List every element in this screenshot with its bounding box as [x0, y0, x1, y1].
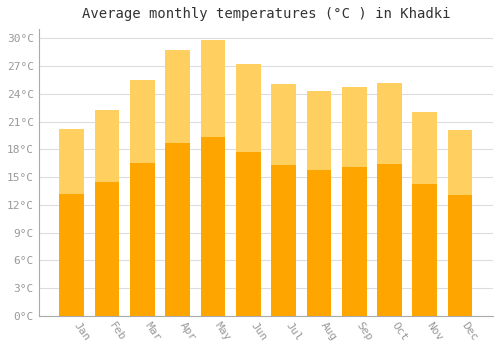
Bar [236, 64, 260, 152]
Bar [200, 40, 226, 316]
Bar [130, 80, 155, 316]
Bar [271, 84, 296, 165]
Bar [271, 84, 296, 316]
Bar [200, 40, 226, 136]
Title: Average monthly temperatures (°C ) in Khadki: Average monthly temperatures (°C ) in Kh… [82, 7, 450, 21]
Bar [236, 64, 260, 316]
Bar [166, 50, 190, 143]
Bar [306, 91, 331, 316]
Bar [342, 88, 366, 167]
Bar [94, 111, 120, 316]
Bar [448, 130, 472, 195]
Bar [448, 130, 472, 316]
Bar [306, 91, 331, 170]
Bar [60, 129, 84, 316]
Bar [377, 83, 402, 164]
Bar [377, 83, 402, 316]
Bar [412, 112, 437, 183]
Bar [94, 111, 120, 182]
Bar [60, 129, 84, 194]
Bar [342, 88, 366, 316]
Bar [130, 80, 155, 162]
Bar [166, 50, 190, 316]
Bar [412, 112, 437, 316]
